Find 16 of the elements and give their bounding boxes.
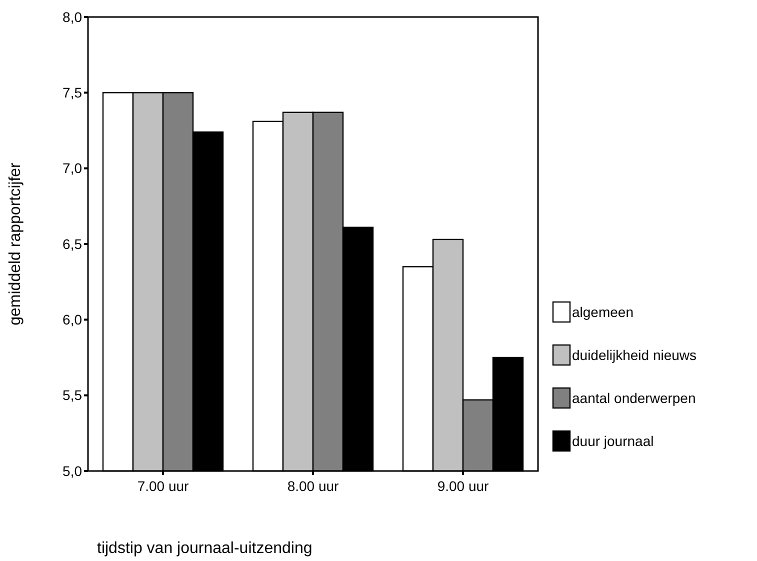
legend-label: algemeen [572,304,634,320]
y-tick-label: 6,5 [62,236,82,252]
x-tick-label: 9.00 uur [437,478,490,494]
x-tick-label: 8.00 uur [287,478,340,494]
y-tick-label: 7,0 [62,160,82,176]
legend-label: duur journaal [572,432,654,449]
y-tick-label: 7,5 [62,84,82,101]
y-tick-label: 5,0 [62,462,82,479]
y-tick-label: 6,0 [62,312,82,328]
y-tick-label: 8,0 [62,8,82,25]
x-axis-title: tijdstip van journaal-uitzending [97,540,312,557]
x-tick-label: 7.00 uur [137,478,190,494]
y-tick-label: 5,5 [62,387,82,404]
legend-label: duidelijkheid nieuws [572,346,697,363]
legend-label: aantal onderwerpen [572,390,696,406]
y-axis-title: gemiddeld rapportcijfer [7,162,24,326]
